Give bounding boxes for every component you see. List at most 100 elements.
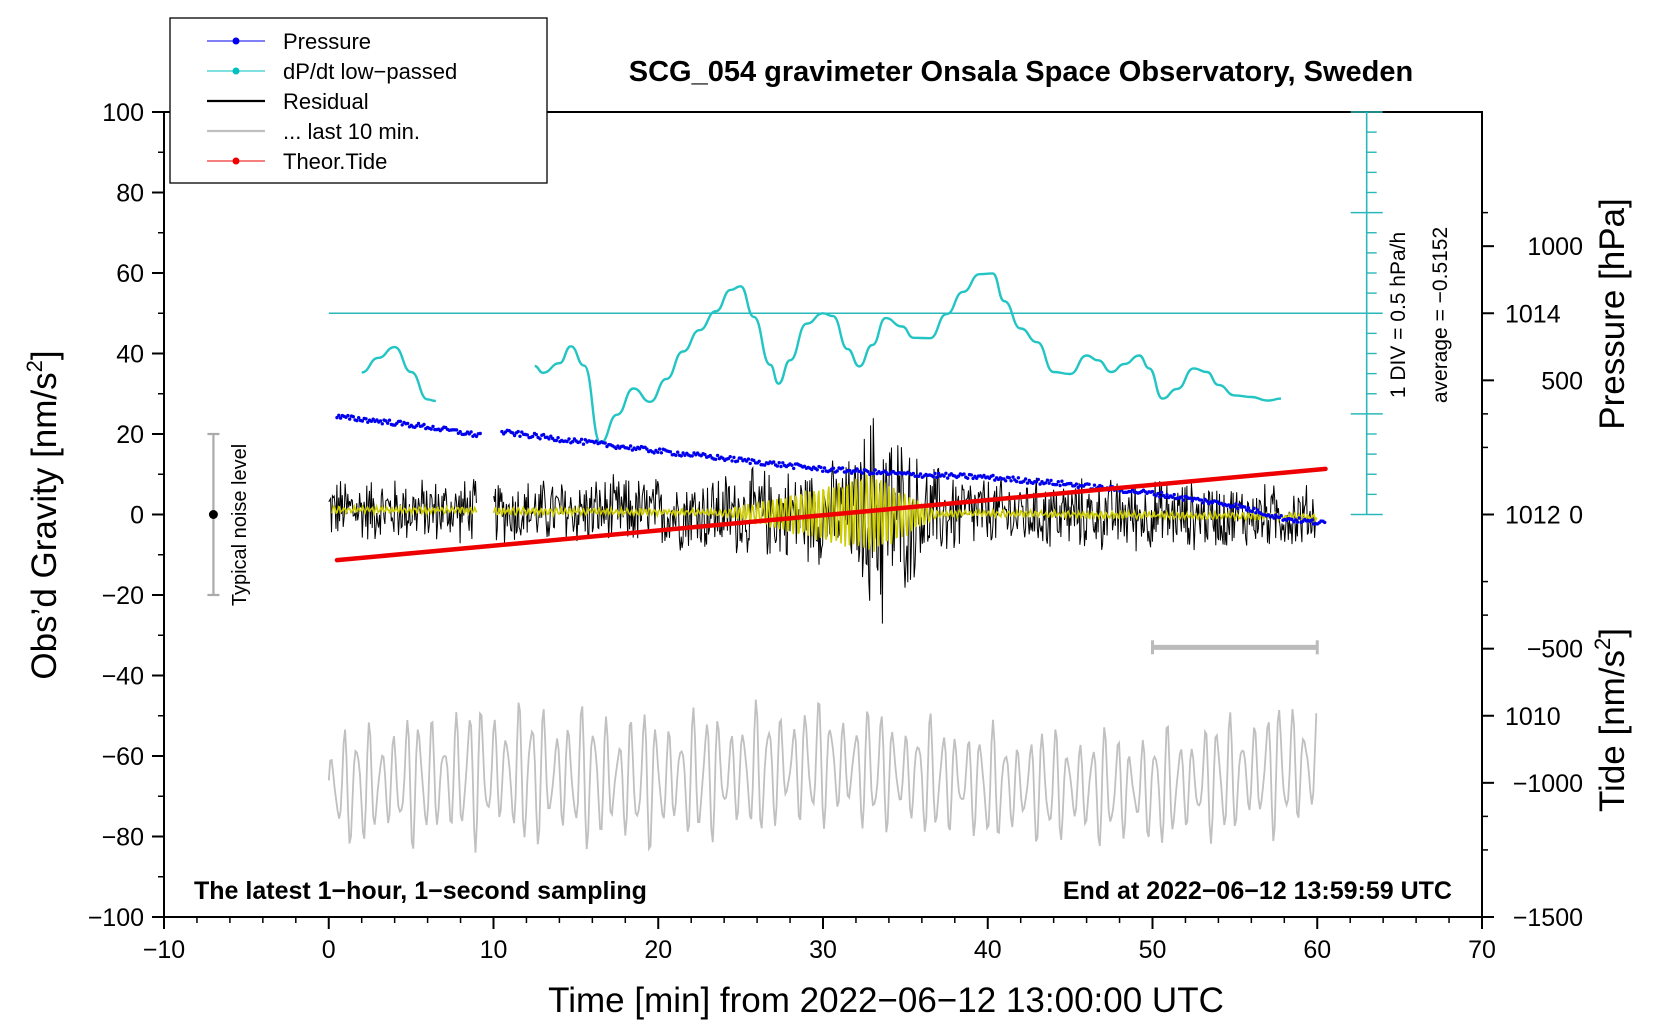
chart-title: SCG_054 gravimeter Onsala Space Observat…: [629, 56, 1413, 88]
pressure-point: [538, 437, 542, 441]
pressure-point: [628, 444, 633, 448]
pressure-point: [511, 431, 515, 435]
pressure-point: [962, 472, 966, 476]
pressure-point: [779, 464, 783, 469]
pressure-point: [933, 471, 937, 476]
y-tick-label: −60: [102, 743, 144, 771]
pressure-point: [525, 433, 529, 437]
pressure-point: [387, 418, 392, 422]
pressure-point: [728, 455, 732, 459]
dpdt-series: [361, 272, 1282, 445]
pressure-axis-label: Pressure [hPa]: [1593, 198, 1632, 430]
pressure-point: [380, 422, 384, 426]
pressure-point: [676, 450, 680, 454]
tide-tick-label: −1500: [1513, 904, 1583, 932]
legend-marker-theor-tide: [232, 157, 240, 165]
pressure-point: [645, 447, 649, 451]
pressure-point: [1038, 482, 1042, 486]
tide-tick-label: 500: [1541, 367, 1583, 395]
pressure-point: [1236, 506, 1240, 511]
pressure-point: [1243, 505, 1247, 509]
pressure-point: [1255, 508, 1260, 512]
pressure-point: [567, 437, 571, 441]
pressure-point: [516, 429, 520, 434]
last-10-min-line: [327, 699, 1318, 853]
pressure-point: [1310, 518, 1314, 522]
pressure-point: [730, 459, 734, 463]
legend-label-residual: Residual: [283, 89, 369, 114]
pressure-point: [1188, 496, 1193, 500]
pressure-point: [355, 418, 359, 423]
y-tick-label: −40: [102, 663, 144, 691]
residual-smoothed-line: [331, 474, 1318, 552]
pressure-point: [866, 470, 870, 474]
legend-label-dp-dt-low-passed: dP/dt low−passed: [283, 59, 457, 84]
pressure-point: [703, 452, 707, 457]
pressure-point: [1297, 516, 1302, 520]
pressure-point: [474, 434, 479, 439]
pressure-point: [748, 461, 752, 466]
pressure-point: [360, 419, 365, 423]
noise-center-dot: [208, 510, 218, 519]
pressure-series: [335, 413, 1327, 526]
pressure-point: [1158, 495, 1162, 499]
pressure-point: [1181, 498, 1186, 502]
pressure-point: [917, 474, 921, 478]
pressure-point: [454, 428, 459, 432]
pressure-point: [398, 419, 403, 423]
pressure-point: [500, 429, 504, 434]
pressure-point: [1150, 489, 1155, 494]
y-tick-label: 40: [116, 341, 144, 369]
pressure-point: [821, 469, 825, 473]
pressure-point: [781, 461, 785, 465]
y-tick-label: 80: [116, 180, 144, 208]
pressure-point: [578, 440, 582, 444]
x-tick-label: 60: [1303, 936, 1331, 964]
y-tick-label: −20: [102, 582, 144, 610]
pressure-point: [478, 431, 482, 436]
pressure-point: [993, 478, 997, 482]
pressure-point: [335, 415, 339, 420]
tide-tick-label: −500: [1527, 636, 1583, 664]
pressure-point: [714, 457, 718, 461]
pressure-point: [1043, 481, 1048, 485]
pressure-point: [1234, 502, 1238, 506]
pressure-point: [1279, 514, 1283, 518]
x-tick-label: 70: [1468, 936, 1496, 964]
pressure-point: [556, 436, 560, 440]
pressure-point: [346, 413, 350, 418]
pressure-point: [775, 464, 780, 468]
pressure-point: [848, 469, 852, 473]
pressure-point: [746, 457, 751, 461]
pressure-point: [547, 437, 551, 441]
pressure-point: [1060, 479, 1064, 483]
theoretical-tide-series: [334, 466, 1328, 563]
pressure-point: [357, 416, 361, 420]
end-time-note: End at 2022−06−12 13:59:59 UTC: [1063, 877, 1452, 905]
pressure-point: [1004, 479, 1008, 483]
pressure-point: [873, 468, 877, 472]
pressure-point: [1009, 479, 1013, 483]
pressure-point: [603, 441, 607, 445]
pressure-point: [871, 471, 876, 476]
pressure-point: [946, 476, 950, 480]
pressure-point: [541, 432, 546, 437]
legend: Pressure dP/dt low−passed Residual ... last…: [169, 17, 548, 184]
pressure-point: [792, 466, 796, 471]
pressure-point: [1023, 477, 1028, 481]
pressure-point: [469, 430, 473, 434]
pressure-point: [1246, 506, 1251, 510]
pressure-point: [681, 451, 685, 455]
pressure-point: [1045, 478, 1050, 482]
pressure-point: [627, 446, 631, 451]
pressure-point: [679, 454, 683, 458]
pressure-point: [732, 455, 736, 460]
dpdt-line: [534, 272, 1282, 445]
pressure-point: [1049, 478, 1053, 483]
x-tick-label: 40: [974, 936, 1002, 964]
pressure-point: [1156, 491, 1160, 496]
pressure-point: [531, 434, 535, 439]
pressure-tick-label: 1014: [1505, 300, 1561, 328]
pressure-point: [1201, 501, 1205, 505]
pressure-point: [429, 427, 433, 431]
